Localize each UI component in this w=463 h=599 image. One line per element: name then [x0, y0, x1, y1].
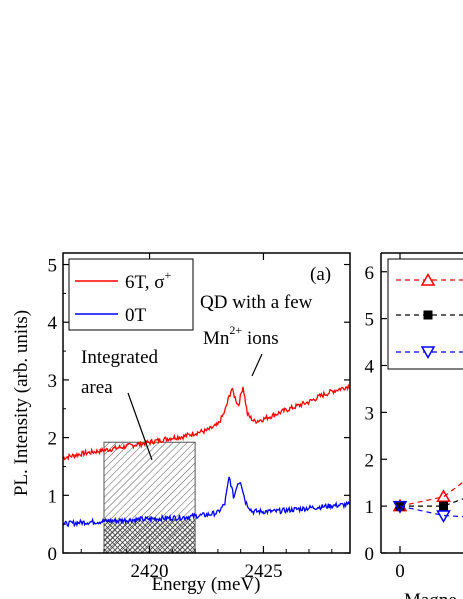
- annotation-qd-line2: Mn2+ ions: [203, 323, 279, 349]
- legend-label-6t: 6T, σ+: [125, 268, 171, 293]
- panel-b-xlabel: Magne: [404, 590, 457, 599]
- panel-b-point: [436, 489, 451, 502]
- panel-b-ticks: 0 1 2 3 4 5 6 0: [365, 253, 405, 582]
- panel-b-y-tick-label: 5: [365, 310, 375, 331]
- series-line-0t: [63, 476, 350, 528]
- panel-b-legend: [387, 258, 463, 370]
- panel-b-series-line: [399, 505, 463, 518]
- panel-b-series: [392, 481, 463, 524]
- x-tick-label: 2425: [244, 561, 282, 582]
- legend-b-triangle-down: [420, 346, 436, 360]
- annotation-integrated-arrow: [127, 392, 153, 461]
- y-tick-label: 2: [48, 429, 58, 450]
- panel-b-point: [392, 500, 408, 514]
- panel-b-point: [439, 501, 448, 511]
- panel-b-series-line: [399, 481, 463, 507]
- legend-box: [68, 258, 194, 331]
- panel-a: 0 1 2 3 4 5 2420 2425 6T, σ+ 0T (a) QD with a f…: [11, 252, 351, 595]
- panel-a-frame: [62, 252, 351, 554]
- panel-a-label: (a): [310, 264, 331, 285]
- panel-a-ticks: 0 1 2 3 4 5 2420 2425: [48, 253, 350, 582]
- y-tick-label: 0: [48, 544, 58, 565]
- integrated-area-region: [103, 441, 196, 554]
- panel-b: 0 1 2 3 4 5 6 0 Magne: [365, 252, 463, 599]
- annotation-qd-line1: QD with a few: [200, 292, 313, 313]
- panel-b-y-tick-label: 1: [365, 497, 375, 518]
- panel-b-y-tick-label: 2: [365, 450, 375, 471]
- panel-b-y-tick-label: 0: [365, 544, 375, 565]
- annotation-integrated-line2: area: [81, 377, 113, 398]
- panel-a-series: [63, 383, 350, 528]
- x-tick-label: 2420: [131, 561, 169, 582]
- y-tick-label: 3: [48, 371, 58, 392]
- panel-b-point: [436, 510, 451, 524]
- panel-a-xlabel: Energy (meV): [152, 574, 261, 595]
- panel-a-legend: 6T, σ+ 0T: [68, 258, 194, 331]
- panel-b-y-tick-label: 4: [365, 357, 375, 378]
- series-line-6t: [63, 383, 350, 461]
- y-tick-label: 4: [48, 313, 58, 334]
- legend-b-square: [423, 310, 433, 320]
- panel-a-ylabel: PL. Intensity (arb. units): [11, 310, 32, 496]
- annotation-qd-arrow: [251, 353, 263, 377]
- panel-b-y-tick-label: 3: [365, 403, 375, 424]
- legend-label-0t: 0T: [125, 305, 147, 326]
- annotation-integrated-line1: Integrated: [81, 347, 159, 368]
- panel-b-y-tick-label: 6: [365, 263, 375, 284]
- panel-b-x-tick-label: 0: [395, 561, 405, 582]
- legend-b-triangle-up: [420, 272, 436, 286]
- y-tick-label: 5: [48, 256, 58, 277]
- y-tick-label: 1: [48, 486, 58, 507]
